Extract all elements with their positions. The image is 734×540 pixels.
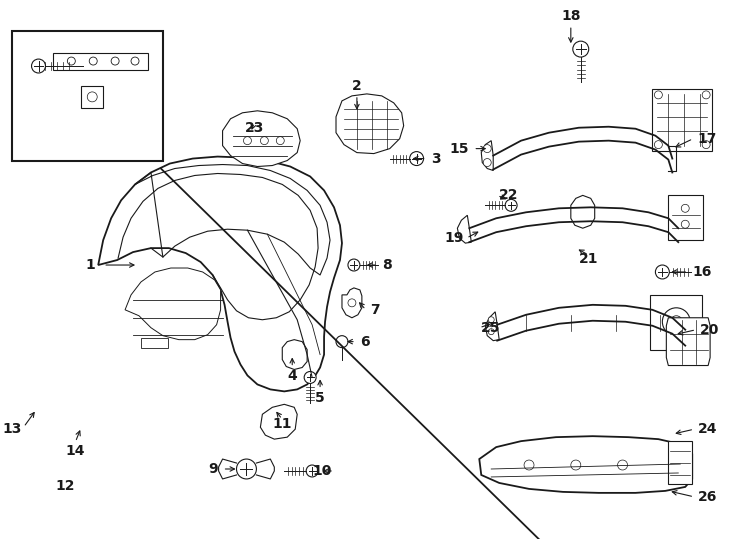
Polygon shape (457, 215, 471, 243)
Circle shape (90, 57, 97, 65)
Circle shape (483, 145, 491, 153)
Circle shape (573, 41, 589, 57)
Circle shape (32, 59, 46, 73)
Circle shape (702, 140, 710, 148)
Bar (12, 31, 163, 160)
Polygon shape (485, 312, 499, 341)
Text: 6: 6 (360, 335, 369, 349)
Polygon shape (283, 340, 307, 369)
Circle shape (236, 459, 256, 479)
Bar (653, 89, 712, 151)
Text: 7: 7 (370, 303, 379, 317)
Circle shape (681, 204, 689, 212)
Text: 13: 13 (2, 422, 21, 436)
Text: 20: 20 (700, 323, 719, 337)
Circle shape (68, 57, 76, 65)
Bar (669, 195, 703, 240)
Polygon shape (482, 140, 493, 171)
Text: 18: 18 (561, 9, 581, 23)
Text: 25: 25 (482, 321, 501, 335)
Circle shape (670, 316, 683, 328)
Text: 17: 17 (697, 132, 716, 146)
Text: 10: 10 (313, 464, 332, 478)
Text: 26: 26 (698, 490, 718, 504)
Polygon shape (669, 441, 692, 484)
Circle shape (655, 265, 669, 279)
Circle shape (483, 159, 491, 166)
Circle shape (702, 91, 710, 99)
Text: 21: 21 (579, 252, 598, 266)
Circle shape (348, 259, 360, 271)
Circle shape (410, 152, 424, 166)
Circle shape (681, 220, 689, 228)
Bar (650, 295, 702, 349)
Polygon shape (479, 436, 692, 493)
Circle shape (571, 460, 581, 470)
Bar (81, 86, 103, 108)
Circle shape (87, 92, 97, 102)
Text: 15: 15 (450, 141, 469, 156)
Polygon shape (571, 195, 595, 228)
Circle shape (505, 199, 517, 211)
Circle shape (488, 317, 494, 323)
Text: 19: 19 (444, 231, 463, 245)
Circle shape (131, 57, 139, 65)
Text: 4: 4 (287, 369, 297, 383)
Text: 22: 22 (499, 188, 519, 202)
Polygon shape (336, 94, 404, 153)
Circle shape (655, 140, 662, 148)
Text: 14: 14 (65, 444, 85, 458)
Circle shape (655, 91, 662, 99)
Circle shape (276, 137, 284, 145)
Circle shape (304, 372, 316, 383)
Bar (54, 53, 148, 70)
Text: 9: 9 (208, 462, 217, 476)
Polygon shape (261, 404, 297, 439)
Text: 2: 2 (352, 79, 362, 93)
Circle shape (111, 57, 119, 65)
Circle shape (488, 329, 494, 335)
Text: 3: 3 (432, 152, 441, 166)
Text: 16: 16 (692, 265, 711, 279)
Circle shape (662, 308, 690, 336)
Text: 1: 1 (85, 258, 95, 272)
Text: 23: 23 (244, 121, 264, 135)
Circle shape (244, 137, 252, 145)
Polygon shape (125, 268, 221, 340)
Text: 11: 11 (272, 417, 292, 431)
Text: 5: 5 (315, 392, 325, 406)
Text: 12: 12 (56, 479, 75, 493)
Polygon shape (222, 111, 300, 166)
Circle shape (617, 460, 628, 470)
Text: 24: 24 (698, 422, 718, 436)
Circle shape (261, 137, 269, 145)
Polygon shape (98, 157, 342, 392)
Circle shape (306, 465, 318, 477)
Polygon shape (342, 288, 362, 318)
Polygon shape (666, 318, 710, 366)
Polygon shape (141, 338, 168, 348)
Circle shape (524, 460, 534, 470)
Text: 8: 8 (382, 258, 391, 272)
Circle shape (348, 299, 356, 307)
Circle shape (336, 336, 348, 348)
